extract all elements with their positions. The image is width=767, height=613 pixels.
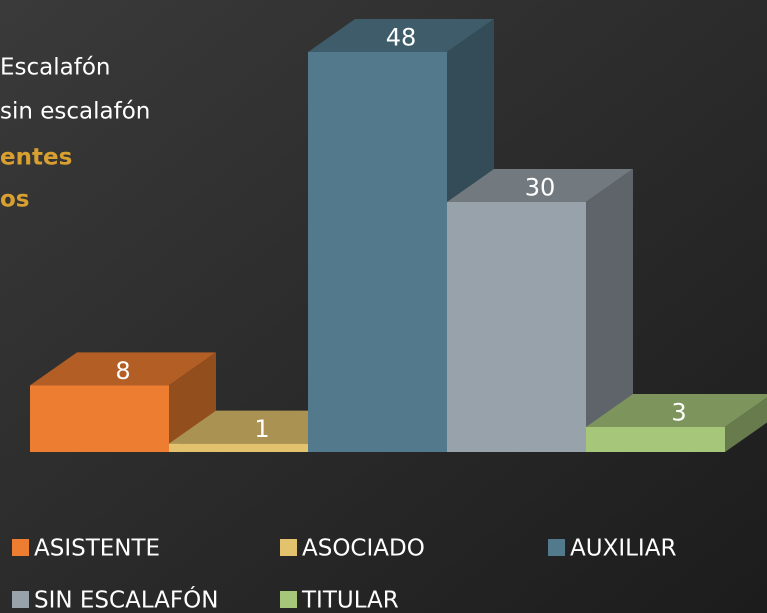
bar bbox=[447, 202, 586, 452]
annotation: Escalafón bbox=[0, 55, 111, 81]
annotation: os bbox=[0, 187, 30, 213]
bar bbox=[586, 427, 725, 452]
bar bbox=[169, 443, 308, 452]
bar-side bbox=[586, 169, 633, 452]
legend-label: ASISTENTE bbox=[34, 536, 160, 562]
bar-top bbox=[308, 19, 494, 52]
value-label: 1 bbox=[254, 415, 269, 443]
value-label: 30 bbox=[525, 174, 556, 202]
annotation: entes bbox=[0, 145, 72, 171]
bar bbox=[308, 52, 447, 452]
annotation: sin escalafón bbox=[0, 99, 150, 125]
legend-label: TITULAR bbox=[301, 588, 399, 613]
legend-swatch bbox=[12, 539, 29, 556]
legend-label: SIN ESCALAFÓN bbox=[34, 586, 218, 613]
legend-swatch bbox=[548, 539, 565, 556]
value-label: 3 bbox=[671, 399, 686, 427]
legend-label: AUXILIAR bbox=[570, 536, 676, 562]
value-label: 48 bbox=[386, 24, 417, 52]
bar-top bbox=[30, 352, 216, 386]
bar bbox=[30, 385, 169, 452]
bar-top bbox=[447, 169, 633, 202]
legend-swatch bbox=[280, 539, 297, 556]
bar-side bbox=[725, 397, 767, 452]
legend-swatch bbox=[280, 591, 297, 608]
bar-top bbox=[586, 394, 767, 427]
value-label: 8 bbox=[115, 357, 130, 385]
legend-label: ASOCIADO bbox=[302, 536, 425, 562]
legend-swatch bbox=[12, 591, 29, 608]
